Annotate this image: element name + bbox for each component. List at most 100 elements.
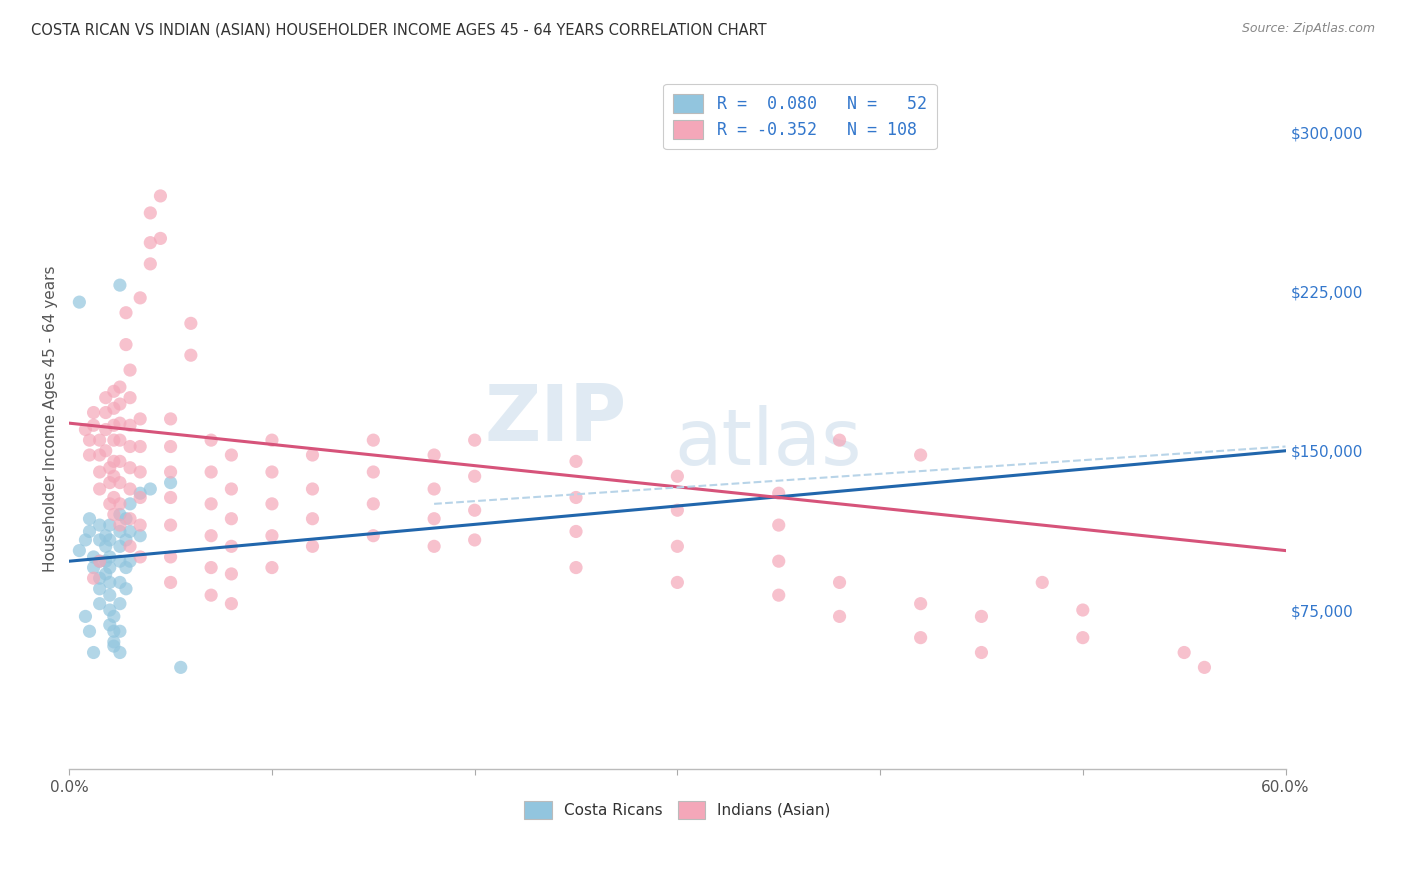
Point xyxy=(221,566,243,581)
Point xyxy=(301,539,323,553)
Point xyxy=(115,337,138,351)
Point xyxy=(83,418,105,433)
Point xyxy=(423,539,446,553)
Point xyxy=(129,412,152,426)
Point xyxy=(115,560,138,574)
Point xyxy=(129,491,152,505)
Point xyxy=(159,465,181,479)
Point xyxy=(94,391,117,405)
Point xyxy=(94,443,117,458)
Point xyxy=(83,405,105,419)
Point xyxy=(115,582,138,596)
Point xyxy=(89,482,111,496)
Point xyxy=(159,412,181,426)
Legend: Costa Ricans, Indians (Asian): Costa Ricans, Indians (Asian) xyxy=(517,795,837,825)
Point xyxy=(115,306,138,320)
Point xyxy=(301,482,323,496)
Point xyxy=(464,533,486,547)
Point xyxy=(94,566,117,581)
Point xyxy=(98,549,121,564)
Point xyxy=(89,448,111,462)
Point xyxy=(118,391,141,405)
Point xyxy=(118,524,141,539)
Point xyxy=(89,571,111,585)
Point xyxy=(89,533,111,547)
Point xyxy=(1031,575,1053,590)
Point xyxy=(118,440,141,454)
Point xyxy=(159,549,181,564)
Point xyxy=(910,448,932,462)
Point xyxy=(159,475,181,490)
Point xyxy=(98,618,121,632)
Point xyxy=(768,518,790,533)
Point xyxy=(828,575,851,590)
Point xyxy=(565,560,588,574)
Point xyxy=(75,533,97,547)
Point xyxy=(260,497,283,511)
Point xyxy=(103,469,125,483)
Point xyxy=(98,533,121,547)
Text: COSTA RICAN VS INDIAN (ASIAN) HOUSEHOLDER INCOME AGES 45 - 64 YEARS CORRELATION : COSTA RICAN VS INDIAN (ASIAN) HOUSEHOLDE… xyxy=(31,22,766,37)
Point xyxy=(149,189,172,203)
Point xyxy=(108,278,131,293)
Point xyxy=(83,560,105,574)
Point xyxy=(666,503,689,517)
Point xyxy=(103,454,125,468)
Point xyxy=(118,554,141,568)
Point xyxy=(260,560,283,574)
Point xyxy=(118,418,141,433)
Point xyxy=(200,560,222,574)
Point xyxy=(260,433,283,447)
Point xyxy=(89,597,111,611)
Point xyxy=(89,465,111,479)
Point xyxy=(910,597,932,611)
Point xyxy=(98,475,121,490)
Point xyxy=(98,603,121,617)
Point xyxy=(108,554,131,568)
Point xyxy=(565,524,588,539)
Point xyxy=(103,609,125,624)
Point xyxy=(768,554,790,568)
Point xyxy=(118,482,141,496)
Point xyxy=(67,295,90,310)
Point xyxy=(108,575,131,590)
Point xyxy=(129,486,152,500)
Point xyxy=(159,575,181,590)
Point xyxy=(79,624,101,639)
Point xyxy=(108,380,131,394)
Point xyxy=(200,497,222,511)
Point xyxy=(118,539,141,553)
Point xyxy=(108,508,131,522)
Point xyxy=(768,588,790,602)
Point xyxy=(180,348,202,362)
Y-axis label: Householder Income Ages 45 - 64 years: Householder Income Ages 45 - 64 years xyxy=(44,266,58,572)
Point xyxy=(129,291,152,305)
Point xyxy=(666,469,689,483)
Point xyxy=(260,529,283,543)
Point xyxy=(139,257,162,271)
Point xyxy=(159,491,181,505)
Point xyxy=(221,482,243,496)
Point xyxy=(103,491,125,505)
Point xyxy=(666,539,689,553)
Point xyxy=(108,518,131,533)
Point xyxy=(910,631,932,645)
Point xyxy=(221,512,243,526)
Point xyxy=(828,609,851,624)
Point xyxy=(108,497,131,511)
Point xyxy=(180,317,202,331)
Point xyxy=(108,475,131,490)
Point xyxy=(139,482,162,496)
Point xyxy=(103,418,125,433)
Text: atlas: atlas xyxy=(675,406,862,482)
Point xyxy=(103,635,125,649)
Point xyxy=(129,440,152,454)
Point xyxy=(108,624,131,639)
Point xyxy=(464,503,486,517)
Point xyxy=(200,433,222,447)
Point xyxy=(75,423,97,437)
Point xyxy=(666,575,689,590)
Point xyxy=(363,433,385,447)
Point xyxy=(108,416,131,430)
Point xyxy=(200,529,222,543)
